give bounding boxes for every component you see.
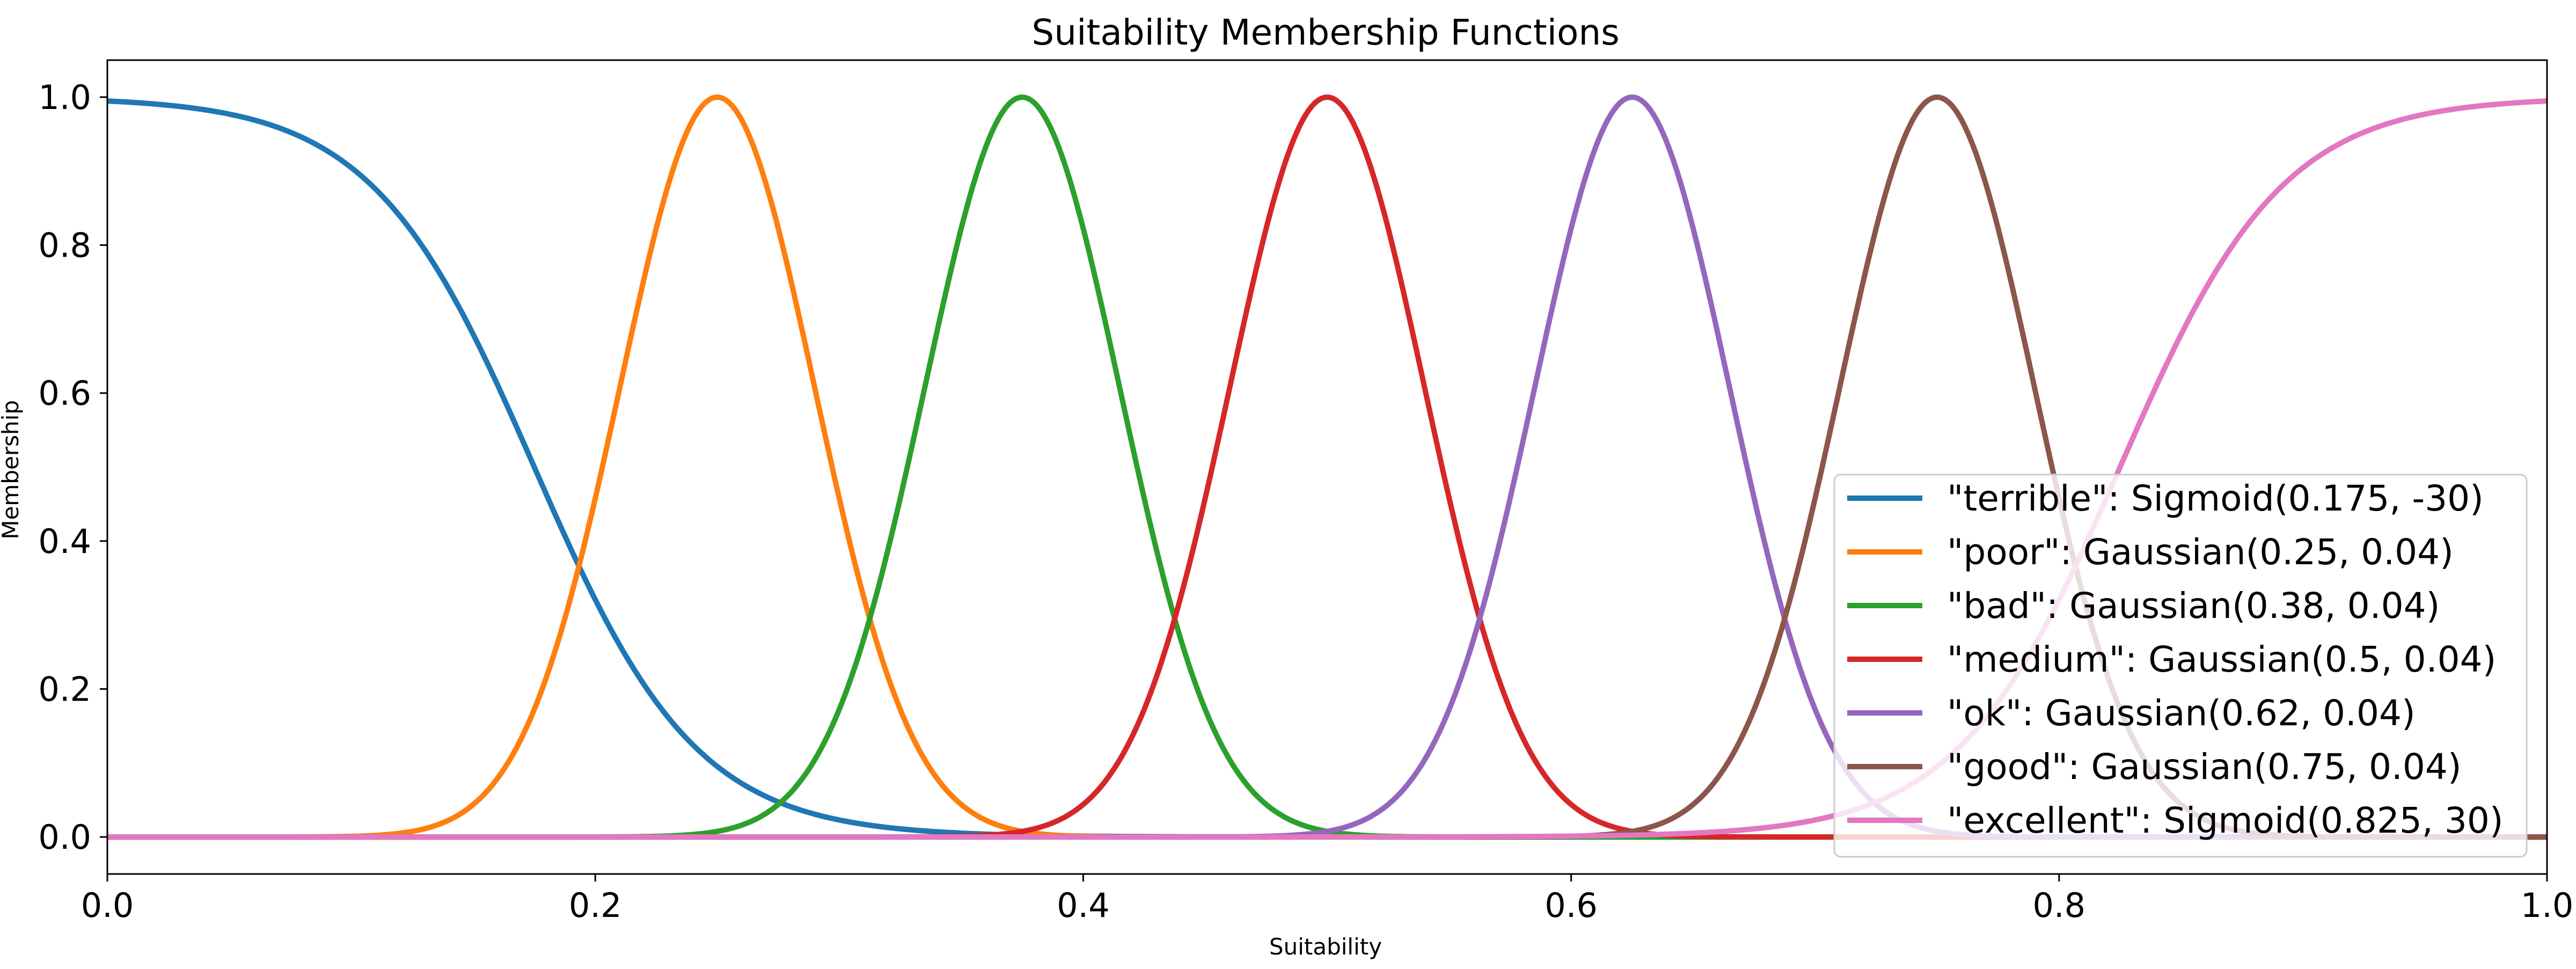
- legend-label-5: "good": Gaussian(0.75, 0.04): [1947, 746, 2462, 788]
- plot-area: 0.0 0.2 0.4 0.6 0.8 1.0 0.0 0.2 0.4 0.6 0.8 1.0: [38, 59, 2574, 925]
- x-axis-label: Suitability: [1269, 934, 1382, 960]
- legend-label-4: "ok": Gaussian(0.62, 0.04): [1947, 693, 2416, 734]
- y-tick-label-1: 0.2: [38, 669, 91, 709]
- axes-frame: [106, 59, 2548, 875]
- x-tick-label-1: 0.2: [569, 886, 622, 925]
- y-tick-label-3: 0.6: [38, 374, 91, 413]
- y-axis-label: Membership: [0, 400, 24, 540]
- legend-label-6: "excellent": Sigmoid(0.825, 30): [1947, 800, 2504, 841]
- y-tick-label-0: 0.0: [38, 818, 91, 857]
- x-tick-label-2: 0.4: [1057, 886, 1110, 925]
- chart-title: Suitability Membership Functions: [1031, 12, 1619, 53]
- legend-label-3: "medium": Gaussian(0.5, 0.04): [1947, 639, 2496, 680]
- legend-label-1: "poor": Gaussian(0.25, 0.04): [1947, 531, 2454, 573]
- y-tick-label-2: 0.4: [38, 522, 91, 561]
- legend-label-2: "bad": Gaussian(0.38, 0.04): [1947, 585, 2440, 626]
- legend-label-0: "terrible": Sigmoid(0.175, -30): [1947, 478, 2484, 519]
- x-tick-label-5: 1.0: [2521, 886, 2574, 925]
- legend-box: [1833, 473, 2528, 858]
- x-tick-label-0: 0.0: [81, 886, 134, 925]
- y-tick-label-4: 0.8: [38, 226, 91, 265]
- x-tick-label-3: 0.6: [1545, 886, 1598, 925]
- series-line-6: [107, 98, 2548, 840]
- y-tick-label-5: 1.0: [38, 78, 91, 117]
- x-tick-label-4: 0.8: [2032, 886, 2085, 925]
- legend: "terrible": Sigmoid(0.175, -30) "poor": G…: [1833, 473, 2528, 858]
